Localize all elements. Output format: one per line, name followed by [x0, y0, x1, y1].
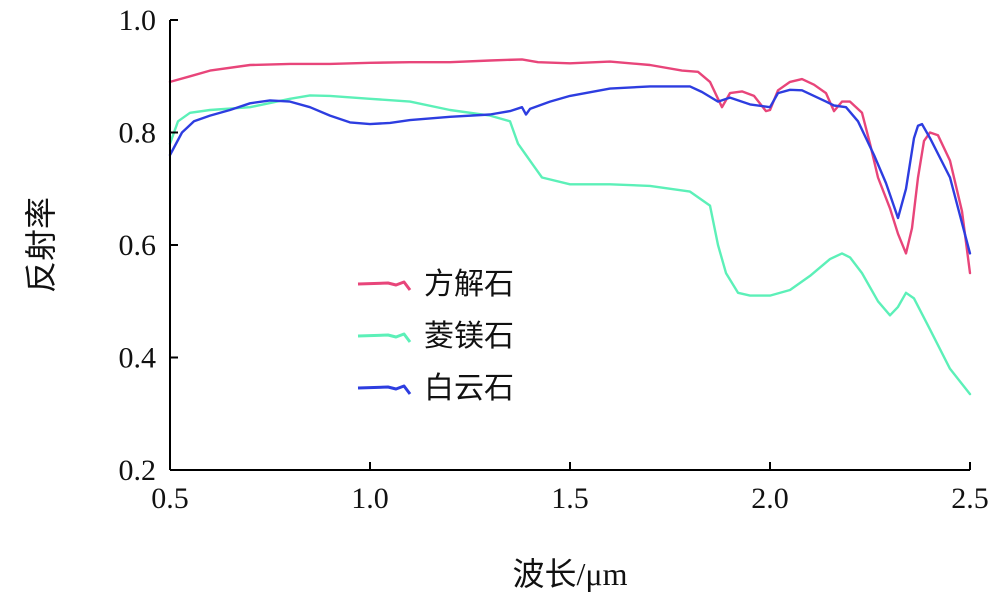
y-tick-label: 0.8 [119, 117, 157, 150]
axes [169, 19, 971, 471]
series-line-1 [168, 94, 972, 396]
legend-swatch-2 [357, 384, 412, 395]
legend-label-1: 菱镁石 [424, 320, 514, 353]
legend-label-0: 方解石 [424, 268, 514, 301]
x-tick-label: 1.0 [351, 482, 389, 515]
legend-swatch-0 [357, 280, 412, 291]
legend-swatch-1 [357, 332, 412, 343]
x-axis-title: 波长/μm [513, 556, 628, 592]
x-tick-label: 2.0 [751, 482, 789, 515]
x-tick-label: 1.5 [551, 482, 589, 515]
series-line-0 [168, 58, 972, 275]
legend-label-2: 白云石 [424, 372, 514, 405]
x-tick-label: 0.5 [151, 482, 189, 515]
y-tick-label: 0.4 [119, 342, 157, 375]
tick-labels: 0.2 0.4 0.6 0.8 1.0 0.5 1.0 1.5 2.0 2.5 [119, 4, 989, 515]
plot-area [168, 58, 972, 396]
y-axis-title: 反射率 [23, 197, 59, 293]
y-tick-label: 0.2 [119, 454, 157, 487]
x-tick-label: 2.5 [951, 482, 989, 515]
y-tick-label: 0.6 [119, 229, 157, 262]
y-tick-label: 1.0 [119, 4, 157, 37]
series-line-2 [168, 85, 972, 255]
